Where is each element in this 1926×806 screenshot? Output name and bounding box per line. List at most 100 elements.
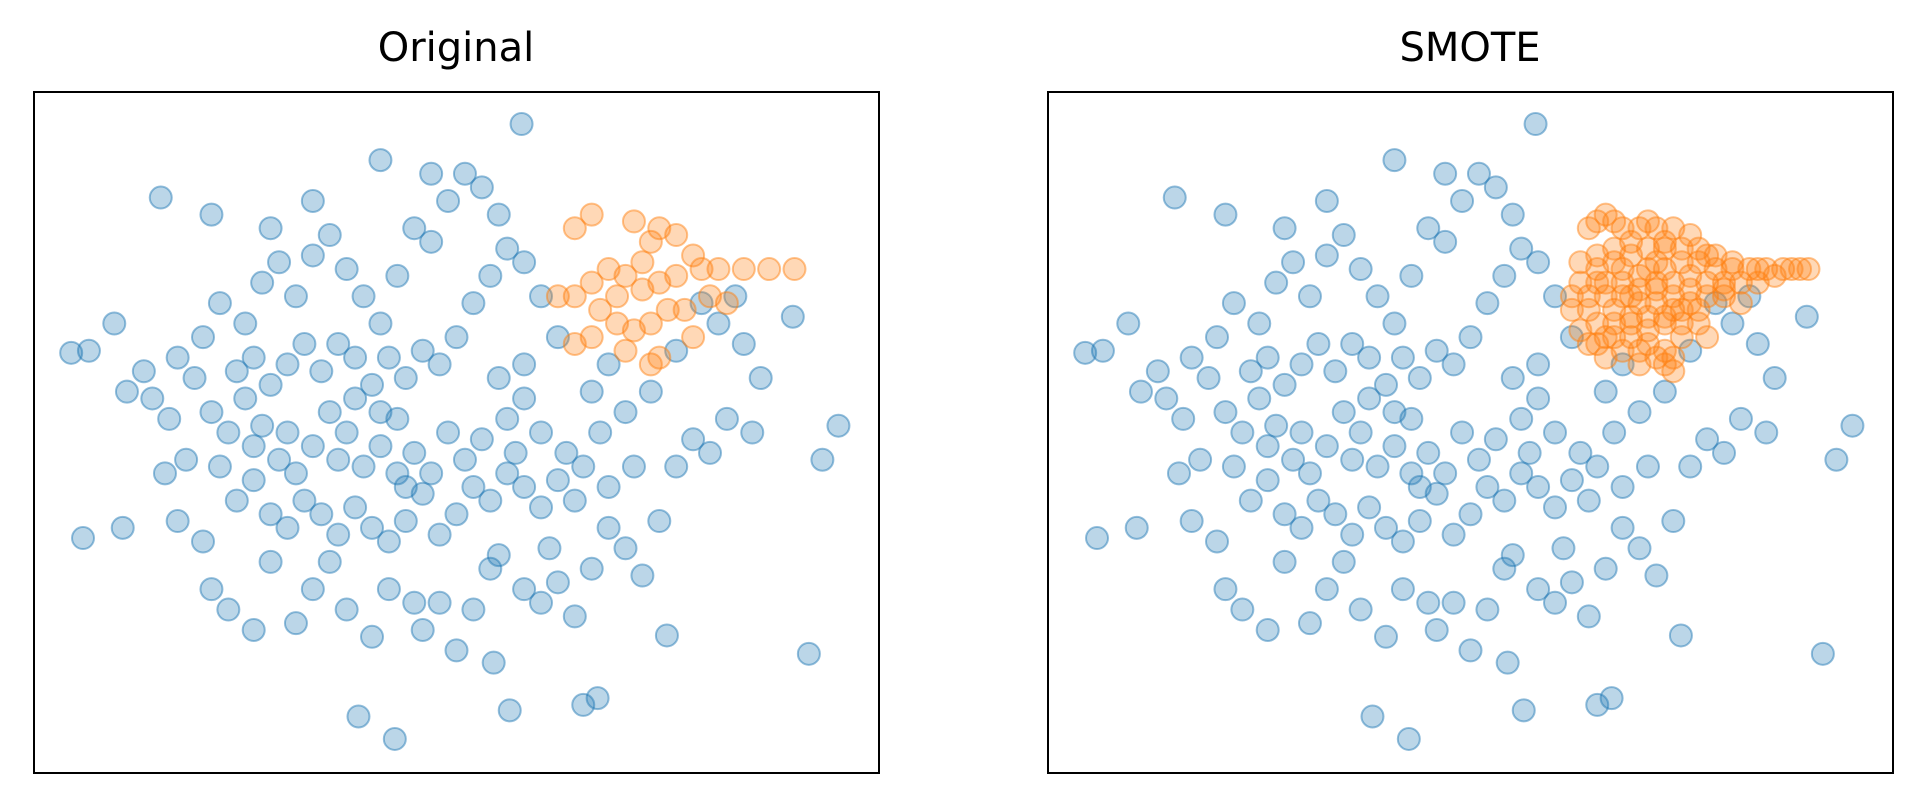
point [1196,366,1221,391]
point [1661,270,1686,295]
point [1568,270,1593,295]
point [1526,352,1551,377]
point [343,345,368,370]
point [382,726,407,751]
point [1610,257,1635,282]
point [1661,509,1686,534]
point [1255,468,1280,493]
point [562,216,587,241]
point [1644,250,1669,275]
point [1619,325,1644,350]
point [1695,284,1720,309]
point [826,413,851,438]
point [1221,454,1246,479]
point [579,202,604,227]
point [436,420,461,445]
point [410,338,435,363]
point [326,522,351,547]
point [647,270,672,295]
point [283,284,308,309]
point [1635,318,1660,343]
point [1205,529,1229,554]
point [283,611,308,636]
point [1526,250,1551,275]
point [1593,284,1618,309]
point [1145,359,1170,384]
point [1128,379,1153,404]
point [1737,284,1762,309]
point [1686,236,1711,261]
point [267,447,292,472]
point [1348,597,1373,622]
point [638,229,663,254]
point [410,481,435,506]
point [1602,209,1627,234]
point [1509,236,1534,261]
point [1669,236,1694,261]
point [1627,277,1652,302]
point [664,263,689,288]
point [562,488,587,513]
point [1559,297,1584,322]
point [1166,461,1191,486]
point [1602,250,1627,275]
point [1390,529,1415,554]
point [419,161,444,186]
point [613,400,638,425]
point [1543,495,1567,520]
point [360,624,384,649]
point [529,420,553,445]
point [1568,440,1593,465]
point [714,291,739,316]
point [1728,291,1753,316]
axes-frame [1047,91,1894,774]
point [343,495,368,520]
point [1712,277,1736,302]
point [1576,297,1601,322]
point [469,175,494,200]
point [427,352,452,377]
point [497,698,522,723]
point [621,454,646,479]
point [1644,277,1669,302]
point [1644,216,1669,241]
point [1593,202,1618,227]
point [647,216,672,241]
point [1703,243,1728,268]
point [1576,216,1601,241]
point [638,311,663,336]
point [258,549,283,574]
point [292,331,317,356]
point [1779,257,1804,282]
point [681,427,706,452]
point [258,216,283,241]
point [1297,611,1322,636]
point [199,577,224,602]
point [714,406,739,431]
point [275,352,300,377]
point [410,617,435,642]
point [1348,257,1373,282]
point [1762,366,1787,391]
point [1652,338,1677,363]
point [334,597,359,622]
point [368,311,393,336]
point [1289,352,1314,377]
point [1754,420,1779,445]
point [748,366,773,391]
point [250,413,275,438]
point [1450,188,1475,213]
point [1669,297,1694,322]
point [1635,454,1660,479]
point [1230,420,1255,445]
point [1424,617,1449,642]
point [1754,257,1779,282]
point [1281,250,1306,275]
point [1466,161,1491,186]
point [562,284,587,309]
point [1441,590,1466,615]
point [326,331,351,356]
point [579,556,604,581]
point [782,257,807,282]
chart-title: SMOTE [1399,25,1540,71]
